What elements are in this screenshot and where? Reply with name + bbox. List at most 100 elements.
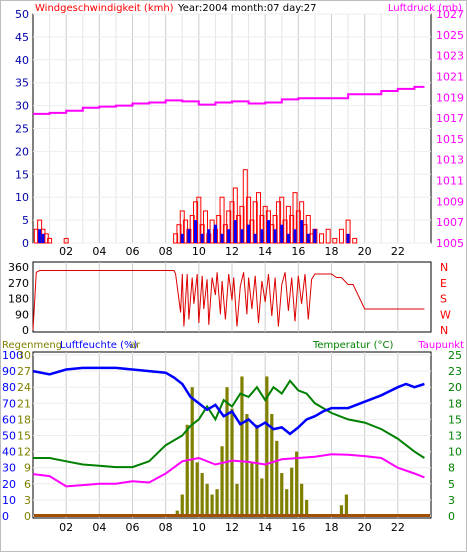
humidity-temperature-series [32, 366, 430, 517]
x-tick-label: 20 [358, 521, 372, 534]
rain-bar [290, 467, 294, 516]
wind-gust-bar [194, 220, 198, 243]
y-tick-label: 1013 [436, 154, 464, 167]
rain-bar [235, 483, 239, 516]
y-tick-label: 5 [22, 214, 29, 227]
y-tick-label: 1027 [436, 8, 464, 21]
y-tick-label: 1017 [436, 112, 464, 125]
y-tick-label: 270 [8, 277, 29, 290]
rain-bar [285, 489, 289, 516]
y-tick-label: 10 [448, 446, 462, 459]
wind-speed-bar [319, 233, 325, 244]
wind-gust-bar [286, 233, 290, 243]
wind-gust-bar [180, 233, 184, 243]
wind-gust-bar [280, 224, 284, 243]
wind-gust-bar [313, 229, 317, 243]
y-tick-label: 35 [15, 77, 29, 90]
y-tick-label: 30 [17, 349, 31, 362]
x-tick-label: 02 [59, 521, 73, 534]
y-tick-label: 21 [17, 397, 31, 410]
dewpoint-axis-title: Taupunkt [417, 340, 464, 351]
rain-bar [344, 494, 349, 516]
y-tick-label: 1023 [436, 50, 464, 63]
wind-speed-bar [47, 237, 53, 244]
wind-speed-bar [63, 237, 69, 244]
y-tick-label: 45 [15, 31, 29, 44]
rain-bar [175, 510, 179, 516]
rain-bar [205, 483, 209, 516]
x-tick-label: 04 [92, 521, 106, 534]
x-tick-label: 22 [391, 245, 405, 258]
wind-gust-bar [213, 224, 217, 243]
y-tick-label: 0 [22, 324, 29, 337]
y-tick-label: 18 [17, 413, 31, 426]
y-tick-label: 23 [448, 365, 462, 378]
y-tick-label: 70 [2, 397, 16, 410]
rain-bar [220, 446, 224, 516]
x-tick-label: 06 [126, 521, 140, 534]
rain-bar [270, 414, 274, 516]
y-tick-label: 0 [448, 510, 455, 523]
x-tick-label: 02 [59, 245, 73, 258]
wind-gust-bar [346, 233, 350, 243]
wind-gust-bar [187, 229, 191, 243]
wind-pressure-axes: 02 04 06 08 10 12 14 16 18 20 22051015202530354045… [15, 8, 464, 258]
y-tick-label: 20 [448, 381, 462, 394]
y-tick-label: 0 [22, 237, 29, 250]
wind-gust-bar [273, 229, 277, 243]
y-tick-label: 60 [2, 413, 16, 426]
wind-speed-bar [202, 210, 208, 244]
x-tick-label: 20 [358, 245, 372, 258]
wind-gust-bar [253, 233, 257, 243]
y-tick-label: 3 [24, 494, 31, 507]
date-label: Year:2004 month:07 day:27 [177, 3, 316, 14]
y-tick-label: 9 [24, 462, 31, 475]
y-tick-label: 25 [15, 123, 29, 136]
y-tick-label: 90 [15, 308, 29, 321]
y-tick-label: 40 [15, 54, 29, 67]
x-tick-label: 12 [225, 245, 239, 258]
y-tick-label: S [440, 293, 447, 306]
rain-bar [280, 473, 284, 516]
x-tick-label: 18 [325, 521, 339, 534]
wind-gust-bar [38, 229, 42, 243]
wind-speed-bar [275, 201, 281, 244]
y-tick-label: 180 [8, 293, 29, 306]
wind-pressure-series [33, 85, 425, 244]
y-tick-label: 0 [24, 510, 31, 523]
wind-gust-bar [220, 233, 224, 243]
rain-bar [195, 462, 199, 516]
rain-bar [190, 387, 194, 516]
temperature-axis-title: Temperatur (°C) [312, 340, 393, 351]
y-tick-label: 50 [2, 430, 16, 443]
humidity-line [32, 366, 425, 436]
y-tick-label: 3 [448, 494, 455, 507]
y-tick-label: 0 [2, 510, 9, 523]
y-tick-label: 1005 [436, 237, 464, 250]
rain-bar [240, 376, 244, 516]
rain-bar [339, 505, 344, 516]
rain-bar [180, 494, 184, 516]
wind-gust-bar [41, 233, 45, 243]
y-tick-label: 10 [15, 191, 29, 204]
pressure-line [33, 85, 425, 115]
x-tick-label: 16 [291, 245, 305, 258]
x-tick-label: 12 [225, 521, 239, 534]
wind-speed-bar [242, 169, 248, 244]
rain-bar [260, 478, 264, 516]
wind-gust-bar [233, 220, 237, 243]
x-tick-label: 04 [92, 245, 106, 258]
wind-direction-line [32, 270, 425, 331]
y-tick-label: 50 [15, 8, 29, 21]
x-tick-label: 14 [258, 245, 272, 258]
wind-gust-bar [240, 229, 244, 243]
wind-gust-bar [227, 229, 231, 243]
y-tick-label: 40 [2, 446, 16, 459]
wind-speed-bar [325, 228, 331, 244]
rain-bar [275, 440, 279, 516]
y-tick-label: 15 [17, 430, 31, 443]
y-tick-label: 27 [17, 365, 31, 378]
wind-gust-bar [260, 229, 264, 243]
y-tick-label: 18 [448, 397, 462, 410]
